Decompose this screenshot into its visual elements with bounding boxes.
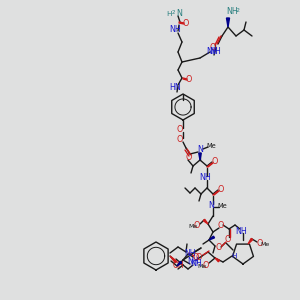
- Text: O: O: [212, 157, 218, 166]
- Text: O: O: [193, 253, 199, 262]
- Text: Me: Me: [197, 265, 207, 269]
- Text: O: O: [218, 221, 224, 230]
- Polygon shape: [177, 261, 182, 266]
- Text: O: O: [186, 74, 192, 83]
- Text: NH: NH: [184, 248, 196, 257]
- Text: H: H: [167, 11, 172, 17]
- Text: 2: 2: [171, 10, 175, 14]
- Polygon shape: [199, 153, 201, 160]
- Text: OH: OH: [172, 260, 184, 269]
- Text: NH: NH: [187, 257, 199, 266]
- Text: Me: Me: [188, 224, 198, 229]
- Text: NH: NH: [169, 25, 181, 34]
- Text: O: O: [177, 136, 183, 145]
- Polygon shape: [209, 236, 214, 240]
- Text: Me: Me: [206, 143, 216, 149]
- Polygon shape: [248, 238, 253, 244]
- Text: Me: Me: [217, 203, 227, 209]
- Text: N: N: [208, 202, 214, 211]
- Text: N: N: [176, 10, 182, 19]
- Text: O: O: [196, 253, 202, 262]
- Text: O: O: [216, 244, 222, 253]
- Text: NH: NH: [190, 259, 202, 268]
- Polygon shape: [215, 258, 220, 262]
- Text: Me: Me: [260, 242, 270, 247]
- Polygon shape: [203, 219, 208, 224]
- Text: O: O: [218, 184, 224, 194]
- Text: NH: NH: [206, 47, 218, 56]
- Polygon shape: [170, 256, 177, 263]
- Text: O: O: [225, 235, 231, 244]
- Text: N: N: [197, 146, 203, 154]
- Polygon shape: [226, 18, 230, 27]
- Text: O: O: [186, 154, 192, 163]
- Text: NH: NH: [226, 8, 238, 16]
- Text: NH: NH: [199, 173, 211, 182]
- Text: H: H: [231, 253, 237, 259]
- Text: HN: HN: [169, 83, 181, 92]
- Text: 2: 2: [236, 8, 240, 14]
- Text: O: O: [194, 220, 200, 230]
- Text: NH: NH: [209, 47, 221, 56]
- Text: O: O: [210, 43, 216, 52]
- Text: O: O: [177, 125, 183, 134]
- Text: O: O: [183, 20, 189, 28]
- Text: NH: NH: [235, 226, 247, 236]
- Text: O: O: [203, 260, 209, 269]
- Text: O: O: [257, 238, 263, 247]
